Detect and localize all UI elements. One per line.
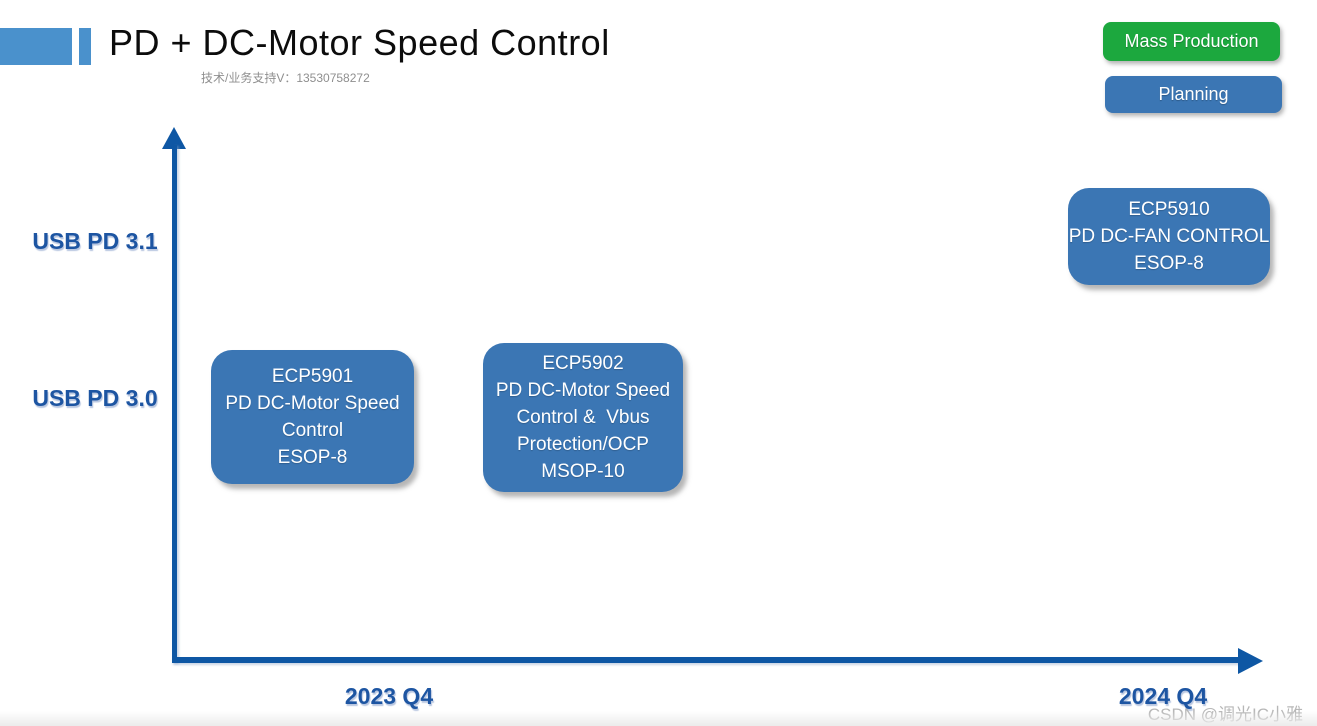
logo-mark-accent xyxy=(79,28,91,65)
x-axis-line xyxy=(172,657,1240,663)
product-box-ecp5910: ECP5910 PD DC-FAN CONTROL ESOP-8 xyxy=(1068,188,1270,285)
page-title: PD + DC-Motor Speed Control xyxy=(109,22,610,63)
y-axis-arrowhead-icon xyxy=(162,127,186,149)
legend-item-mass-production: Mass Production xyxy=(1103,22,1280,61)
y-axis-line xyxy=(172,145,177,663)
y-axis-label-usb-pd-3-1: USB PD 3.1 xyxy=(32,228,158,254)
product-box-ecp5901: ECP5901 PD DC-Motor Speed Control ESOP-8 xyxy=(211,350,414,484)
bottom-fade-band xyxy=(0,711,1317,726)
x-axis-label-2023-q4: 2023 Q4 xyxy=(344,683,434,709)
x-axis-label-2024-q4: 2024 Q4 xyxy=(1118,683,1208,709)
product-box-ecp5902: ECP5902 PD DC-Motor Speed Control & Vbus… xyxy=(483,343,683,492)
y-axis-label-usb-pd-3-0: USB PD 3.0 xyxy=(32,385,158,411)
x-axis-arrowhead-icon xyxy=(1238,648,1263,674)
logo-mark xyxy=(0,28,72,65)
support-contact-text: 技术/业务支持V：13530758272 xyxy=(201,71,370,85)
legend-item-planning: Planning xyxy=(1105,76,1282,113)
